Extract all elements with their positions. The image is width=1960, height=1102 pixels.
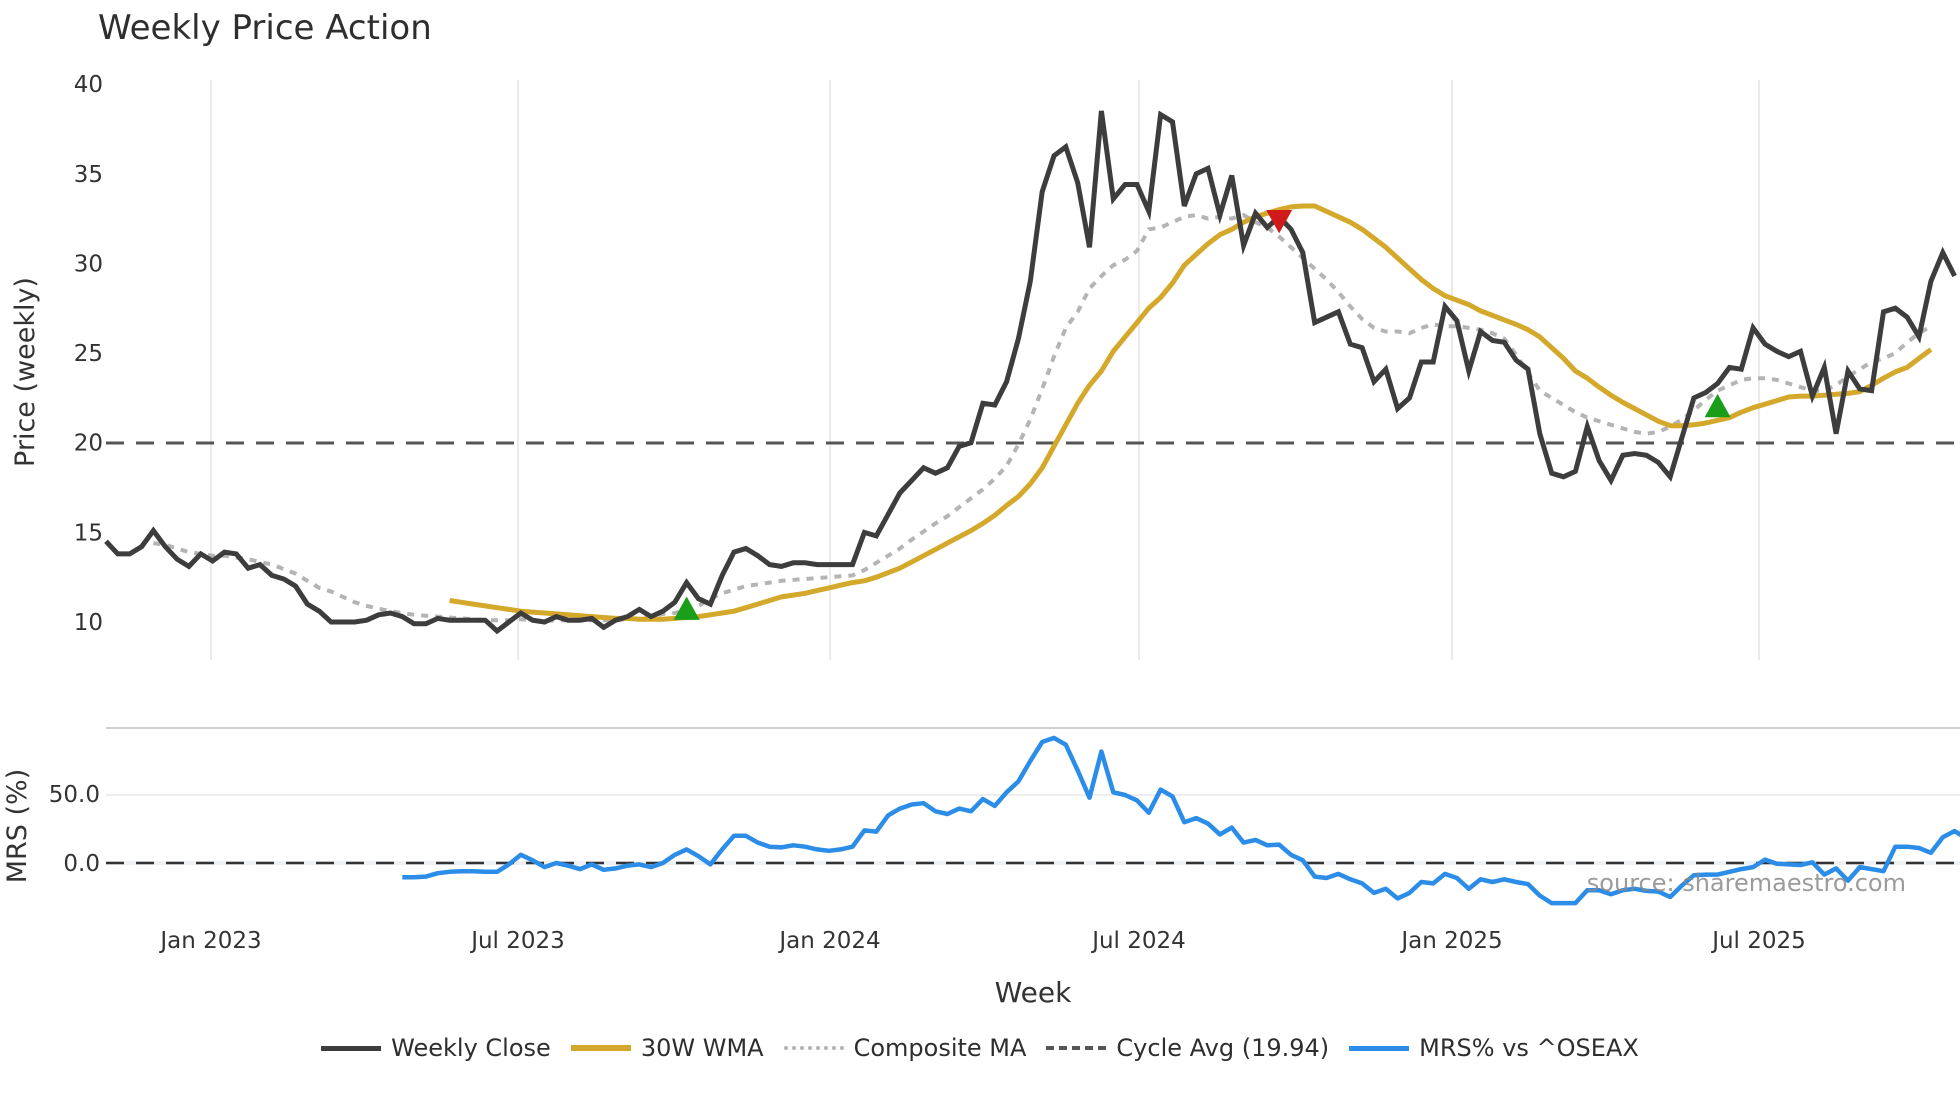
legend-label: Weekly Close xyxy=(391,1034,551,1062)
y-tick-label: 40 xyxy=(74,72,103,98)
legend-label: MRS% vs ^OSEAX xyxy=(1419,1034,1639,1062)
legend-label: Cycle Avg (19.94) xyxy=(1116,1034,1330,1062)
cycle-avg-swatch-icon xyxy=(1046,1046,1107,1050)
mrs-y-axis-label: MRS (%) xyxy=(2,769,33,884)
signal-markers xyxy=(673,209,1731,620)
x-tick-label: Jul 2024 xyxy=(1090,928,1186,954)
weekly-close-line xyxy=(104,110,1957,635)
y-tick-label: 35 xyxy=(74,162,103,188)
price-y-axis-label: Price (weekly) xyxy=(10,277,41,467)
y-tick-label: 30 xyxy=(74,251,103,277)
x-ticks: Jan 2023 Jul 2023 Jan 2024 Jul 2024 Jan 2025… xyxy=(158,928,1805,954)
x-tick-label: Jan 2025 xyxy=(1399,928,1502,954)
y-tick-label: 10 xyxy=(74,610,103,636)
legend-label: 30W WMA xyxy=(640,1034,764,1062)
mrs-tick-0: 0.0 xyxy=(63,851,100,877)
source-watermark: source: sharemaestro.com xyxy=(1587,869,1906,897)
x-tick-label: Jul 2025 xyxy=(1710,928,1806,954)
y-tick-label: 15 xyxy=(74,520,103,546)
composite-ma-line xyxy=(153,212,1932,624)
mrs-tick-50: 50.0 xyxy=(49,782,100,808)
x-tick-label: Jan 2023 xyxy=(158,928,261,954)
legend-label: Composite MA xyxy=(853,1034,1027,1062)
gridlines xyxy=(210,80,1760,660)
buy-signal-triangle-up-icon xyxy=(1704,393,1731,418)
mrs-swatch-icon xyxy=(1349,1045,1410,1051)
buy-signal-triangle-up-icon xyxy=(673,596,700,620)
legend-item-composite-ma[interactable]: Composite MA xyxy=(783,1034,1027,1062)
weekly-close-swatch-icon xyxy=(321,1045,382,1051)
mrs-line xyxy=(402,735,1960,906)
y-tick-label: 20 xyxy=(74,431,103,457)
price-y-ticks: 10 15 20 25 30 35 40 xyxy=(74,72,103,636)
composite-ma-swatch-icon xyxy=(783,1046,844,1050)
chart-title: Weekly Price Action xyxy=(98,8,432,48)
legend-item-mrs[interactable]: MRS% vs ^OSEAX xyxy=(1349,1034,1639,1062)
x-tick-label: Jul 2023 xyxy=(469,928,565,954)
legend: Weekly Close 30W WMA Composite MA Cycle … xyxy=(0,1034,1960,1062)
x-axis-label: Week xyxy=(995,976,1072,1009)
x-tick-label: Jan 2024 xyxy=(777,928,880,954)
legend-item-30w-wma[interactable]: 30W WMA xyxy=(570,1034,764,1062)
legend-item-cycle-avg[interactable]: Cycle Avg (19.94) xyxy=(1046,1034,1329,1062)
y-tick-label: 25 xyxy=(74,341,103,367)
legend-item-weekly-close[interactable]: Weekly Close xyxy=(321,1034,551,1062)
sell-signal-triangle-down-icon xyxy=(1266,209,1293,234)
wma-swatch-icon xyxy=(570,1045,631,1051)
